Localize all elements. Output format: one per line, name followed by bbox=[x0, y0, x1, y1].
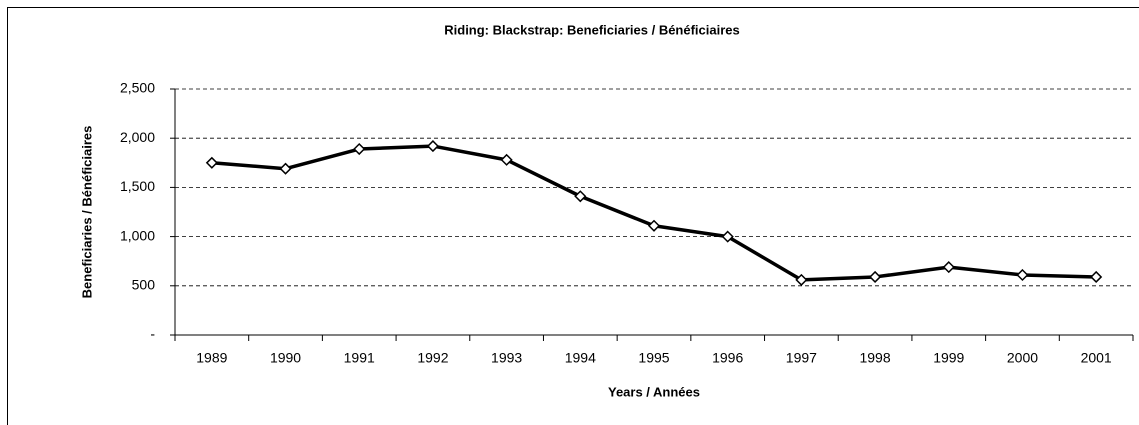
x-tick-label: 1990 bbox=[270, 350, 301, 366]
data-point bbox=[1090, 270, 1103, 284]
data-point bbox=[205, 156, 218, 169]
x-axis-label: Years / Années bbox=[608, 384, 700, 399]
x-tick-label: 1997 bbox=[786, 350, 817, 366]
y-tick-label: 1,000 bbox=[120, 227, 155, 243]
y-tick-label: 2,000 bbox=[120, 129, 155, 145]
data-point bbox=[721, 230, 734, 243]
chart-title: Riding: Blackstrap: Beneficiaries / Béné… bbox=[444, 22, 740, 37]
data-point bbox=[500, 153, 513, 166]
chart-border bbox=[7, 7, 1139, 425]
x-tick-label: 1992 bbox=[417, 350, 448, 366]
data-point bbox=[574, 190, 587, 203]
x-tick-label: 1995 bbox=[638, 350, 669, 366]
data-point bbox=[869, 270, 882, 284]
data-point bbox=[426, 140, 439, 153]
x-tick-label: 1993 bbox=[491, 350, 522, 366]
data-point bbox=[795, 273, 808, 286]
data-point bbox=[942, 261, 955, 274]
x-tick-label: 1989 bbox=[196, 350, 227, 366]
x-tick-label: 2001 bbox=[1081, 350, 1112, 366]
y-tick-label: 1,500 bbox=[120, 178, 155, 194]
y-tick-label: - bbox=[150, 326, 155, 342]
x-tick-label: 1998 bbox=[859, 350, 890, 366]
y-tick-label: 2,500 bbox=[120, 80, 155, 96]
x-tick-label: 2000 bbox=[1007, 350, 1038, 366]
x-tick-label: 1991 bbox=[344, 350, 375, 366]
data-point bbox=[279, 162, 292, 175]
data-point bbox=[1016, 268, 1029, 282]
data-point bbox=[353, 142, 366, 156]
x-tick-label: 1996 bbox=[712, 350, 743, 366]
x-tick-label: 1999 bbox=[933, 350, 964, 366]
x-tick-label: 1994 bbox=[565, 350, 596, 366]
y-axis-label: Beneficiaries / Bénéficiaires bbox=[79, 126, 94, 299]
y-tick-label: 500 bbox=[132, 277, 156, 293]
data-point bbox=[647, 219, 661, 232]
